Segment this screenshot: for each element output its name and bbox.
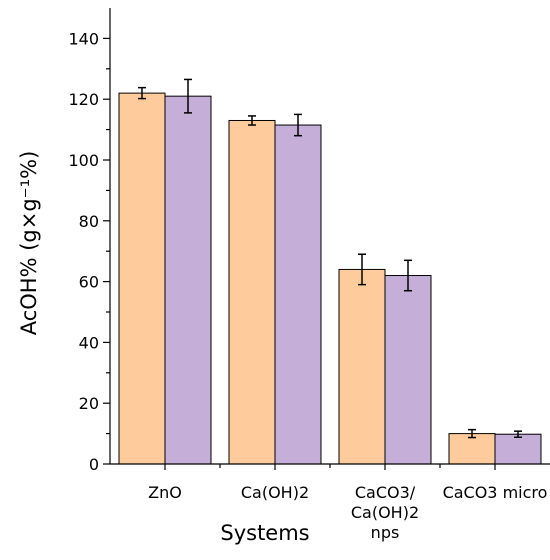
bar-series2-cat1	[164, 95, 212, 465]
y-tick-label-60: 60	[79, 273, 99, 292]
y-tick-label-100: 100	[68, 151, 99, 170]
y-tick-label-80: 80	[79, 212, 99, 231]
y-axis-title: AcOH% (g×g⁻¹%)	[17, 151, 41, 336]
x-tick-label-4: CaCO3 micro	[443, 483, 548, 502]
error-bar-series1-cat1	[138, 86, 146, 100]
y-ticks-layer: 0 20 40 60 80 100 120 140	[68, 29, 110, 474]
bar-series2-cat2	[274, 124, 322, 465]
error-bar-series1-cat3	[358, 253, 366, 286]
y-tick-label-40: 40	[79, 333, 99, 352]
bars-layer	[118, 92, 542, 465]
error-bar-series1-cat2	[248, 115, 256, 126]
y-tick-label-140: 140	[68, 29, 99, 48]
y-tick-label-120: 120	[68, 90, 99, 109]
bar-series1-cat2	[228, 119, 276, 465]
error-bar-series2-cat3	[404, 259, 412, 292]
bar-series1-cat4	[448, 433, 496, 465]
error-bars-layer	[138, 78, 522, 439]
bar-series1-cat1	[118, 92, 166, 465]
y-tick-label-0: 0	[89, 455, 99, 474]
x-tick-label-1: ZnO	[148, 483, 182, 502]
bar-series2-cat3	[384, 275, 432, 465]
error-bar-series2-cat2	[294, 113, 302, 137]
x-tick-label-2: Ca(OH)2	[241, 483, 309, 502]
x-tick-label-3: CaCO3/Ca(OH)2 nps	[351, 483, 419, 542]
x-axis-title: Systems	[220, 521, 309, 545]
bar-series1-cat3	[338, 268, 386, 465]
y-tick-label-20: 20	[79, 394, 99, 413]
error-bar-series2-cat4	[514, 430, 522, 438]
x-ticks-layer: ZnO Ca(OH)2 CaCO3/Ca(OH)2 nps CaCO3 micro	[148, 464, 547, 542]
error-bar-series1-cat4	[468, 428, 476, 439]
error-bar-series2-cat1	[184, 78, 192, 114]
bar-series2-cat4	[494, 433, 542, 465]
